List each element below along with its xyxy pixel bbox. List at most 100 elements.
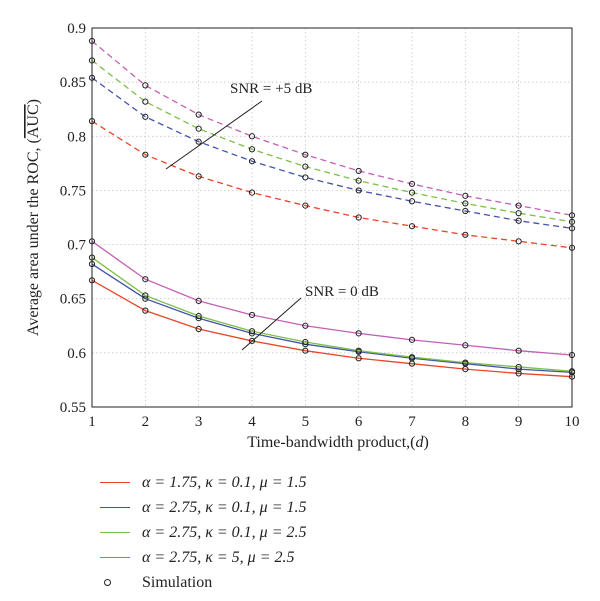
- annotation-snr-0db: SNR = 0 dB: [305, 284, 379, 300]
- legend-swatch-magenta: [100, 557, 130, 558]
- simulation-point: [248, 337, 256, 345]
- annotation-snr-5db: SNR = +5 dB: [230, 81, 312, 97]
- simulation-point: [142, 82, 149, 89]
- simulation-point: [355, 214, 362, 221]
- simulation-point: [302, 163, 309, 170]
- legend-label: α = 1.75, κ = 0.1, μ = 1.5: [142, 473, 307, 491]
- simulation-point: [142, 151, 149, 158]
- simulation-point: [195, 125, 202, 132]
- series-line: [91, 77, 573, 229]
- tick-labels: 1 2 3 4 5 6 7 8 9 10 0.55 0.6 0.65 0.7 0.75 0.8 0.85 0.9: [60, 21, 580, 430]
- series-line: [91, 240, 573, 356]
- simulation-point: [142, 98, 149, 105]
- legend-item: α = 2.75, κ = 0.1, μ = 2.5: [100, 520, 460, 545]
- x-tick-label: 7: [408, 414, 416, 430]
- simulation-point: [302, 338, 309, 346]
- simulation-point: [355, 177, 362, 184]
- x-tick-label: 10: [565, 414, 580, 430]
- simulation-point: [248, 189, 256, 196]
- legend-swatch-blue: [100, 507, 130, 508]
- series-line: [91, 120, 573, 249]
- y-tick-label: 0.55: [60, 400, 86, 416]
- simulation-point: [248, 311, 256, 319]
- simulation-point: [248, 133, 256, 140]
- annotation-pointer: [165, 100, 263, 170]
- x-tick-label: 4: [248, 414, 256, 430]
- simulation-point: [408, 189, 416, 196]
- simulation-point: [515, 238, 522, 245]
- legend-label: Simulation: [142, 573, 213, 591]
- simulation-point: [462, 192, 469, 199]
- legend-label: α = 2.75, κ = 5, μ = 2.5: [142, 548, 295, 566]
- simulation-point: [302, 151, 309, 158]
- y-tick-label: 0.6: [67, 346, 86, 362]
- simulation-point: [142, 292, 149, 299]
- simulation-point: [462, 200, 469, 207]
- y-tick-label: 0.65: [60, 292, 86, 308]
- simulation-point: [515, 202, 522, 209]
- x-axis-label: Time-bandwidth product,(d): [247, 434, 429, 451]
- series-group: [88, 57, 576, 225]
- x-tick-label: 3: [195, 414, 203, 430]
- legend-item: α = 2.75, κ = 5, μ = 2.5: [100, 545, 460, 570]
- simulation-point: [408, 223, 416, 230]
- simulation-point: [355, 187, 362, 194]
- x-tick-label: 8: [462, 414, 470, 430]
- simulation-point: [408, 336, 416, 343]
- y-tick-label: 0.7: [67, 238, 86, 254]
- simulation-point: [142, 113, 149, 120]
- simulation-point: [302, 322, 309, 329]
- simulation-marker-icon: [100, 579, 130, 586]
- series-line: [91, 279, 573, 378]
- y-tick-label: 0.75: [60, 183, 86, 199]
- series-line: [91, 257, 573, 372]
- y-tick-label: 0.85: [60, 75, 86, 91]
- legend: α = 1.75, κ = 0.1, μ = 1.5 α = 2.75, κ =…: [100, 470, 460, 595]
- simulation-point: [195, 173, 202, 180]
- simulation-point: [302, 174, 309, 181]
- legend-label: α = 2.75, κ = 0.1, μ = 2.5: [142, 523, 307, 541]
- legend-item-simulation: Simulation: [100, 570, 460, 595]
- series-group: [88, 254, 576, 375]
- simulation-point: [408, 198, 416, 205]
- simulation-point: [515, 370, 522, 377]
- simulation-point: [302, 347, 309, 354]
- simulation-point: [355, 347, 362, 354]
- series-group: [88, 74, 576, 232]
- simulation-point: [195, 312, 202, 320]
- simulation-point: [248, 146, 256, 153]
- simulation-point: [302, 202, 309, 209]
- simulation-point: [462, 207, 469, 215]
- plot-frame: [91, 27, 573, 408]
- series-group: [88, 37, 576, 219]
- simulation-point: [195, 297, 202, 304]
- y-tick-label: 0.8: [67, 129, 86, 145]
- series-line: [91, 263, 573, 373]
- simulation-point: [248, 328, 256, 335]
- simulation-point: [408, 354, 416, 361]
- x-tick-label: 6: [355, 414, 363, 430]
- annotation-pointer: [241, 297, 302, 351]
- legend-swatch-red: [100, 482, 130, 483]
- simulation-point: [355, 330, 362, 337]
- simulation-point: [355, 355, 362, 362]
- x-tick-label: 1: [88, 414, 96, 430]
- series-line: [91, 59, 573, 223]
- simulation-point: [355, 167, 362, 175]
- simulation-point: [515, 217, 522, 224]
- legend-item: α = 1.75, κ = 0.1, μ = 1.5: [100, 470, 460, 495]
- legend-label: α = 2.75, κ = 0.1, μ = 1.5: [142, 498, 307, 516]
- series-group: [88, 118, 576, 251]
- simulation-point: [515, 347, 522, 354]
- series-layer: [88, 37, 576, 380]
- annotation-layer: SNR = +5 dB SNR = 0 dB: [165, 81, 379, 351]
- x-tick-label: 9: [515, 414, 523, 430]
- simulation-point: [462, 231, 469, 238]
- simulation-point: [462, 359, 469, 366]
- x-tick-label: 2: [142, 414, 150, 430]
- legend-swatch-green: [100, 532, 130, 533]
- simulation-point: [462, 342, 469, 349]
- roc-auc-chart: SNR = +5 dB SNR = 0 dB 1 2 3 4 5 6 7 8 9 10 0.55 0.6…: [25, 21, 580, 451]
- simulation-point: [142, 276, 149, 283]
- simulation-point: [515, 363, 522, 371]
